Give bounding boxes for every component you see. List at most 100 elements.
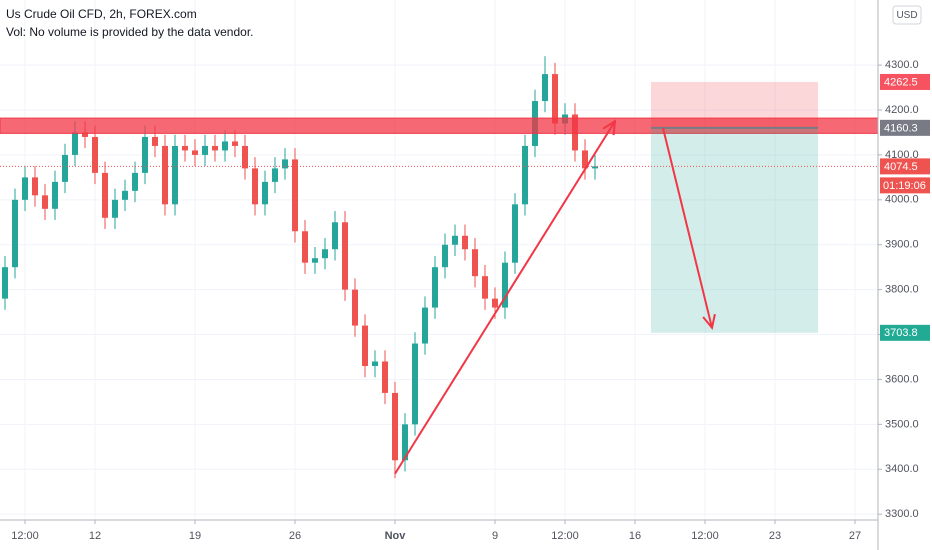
trendline-arrowhead bbox=[602, 119, 617, 136]
candle-body bbox=[492, 298, 498, 308]
candle-body bbox=[62, 154, 68, 182]
candle-body bbox=[422, 307, 428, 344]
candle-body bbox=[32, 177, 38, 196]
x-tick-label: 16 bbox=[629, 530, 641, 542]
candle-body bbox=[482, 276, 488, 299]
overlay bbox=[0, 81, 879, 475]
candle-body bbox=[412, 343, 418, 425]
y-tick-label: 4100.0 bbox=[885, 149, 919, 161]
candle-body bbox=[282, 159, 288, 169]
candle-body bbox=[52, 181, 58, 209]
x-tick-label: 12:00 bbox=[691, 530, 719, 542]
candle-body bbox=[312, 258, 318, 263]
currency-badge[interactable] bbox=[892, 5, 922, 25]
countdown-label: 01:19:06 bbox=[883, 180, 926, 192]
last-price-label: 4074.5 bbox=[884, 161, 918, 173]
candle-body bbox=[402, 424, 408, 461]
candle-body bbox=[142, 136, 148, 173]
candle-body bbox=[222, 141, 228, 151]
candle-body bbox=[372, 361, 378, 366]
stop-label: 4262.5 bbox=[884, 76, 918, 88]
candle-body bbox=[462, 235, 468, 250]
candle-body bbox=[292, 159, 298, 232]
candle-body bbox=[512, 204, 518, 263]
x-tick-label: 9 bbox=[492, 530, 498, 542]
candle-body bbox=[42, 195, 48, 209]
target-arrow bbox=[662, 127, 713, 329]
candle-body bbox=[272, 168, 278, 182]
x-tick-label: 12 bbox=[89, 530, 101, 542]
last-price-label-bg bbox=[880, 158, 930, 175]
target-zone bbox=[651, 127, 818, 333]
marks bbox=[2, 56, 598, 479]
candle-body bbox=[132, 172, 138, 191]
candle-body bbox=[302, 231, 308, 263]
candle-body bbox=[382, 361, 388, 393]
candle-body bbox=[592, 166, 598, 169]
stop-label-bg bbox=[880, 73, 930, 90]
y-tick-label: 3500.0 bbox=[885, 418, 919, 430]
candle-body bbox=[582, 150, 588, 169]
countdown-bg bbox=[880, 177, 930, 194]
candle-body bbox=[442, 244, 448, 268]
candle-body bbox=[452, 235, 458, 245]
y-tick-label: 3400.0 bbox=[885, 463, 919, 475]
candle-body bbox=[262, 181, 268, 205]
target-arrowhead bbox=[702, 313, 716, 331]
candle-body bbox=[172, 145, 178, 205]
candle-body bbox=[22, 177, 28, 200]
y-tick-label: 4000.0 bbox=[885, 194, 919, 206]
axes: 3300.03400.03500.03600.03700.03800.03900… bbox=[11, 59, 930, 542]
candle-body bbox=[362, 325, 368, 366]
candle-body bbox=[192, 150, 198, 155]
x-tick-label: 26 bbox=[289, 530, 301, 542]
candle-body bbox=[12, 199, 18, 268]
candle-body bbox=[392, 392, 398, 461]
chart-subtitle: Vol: No volume is provided by the data v… bbox=[6, 25, 253, 39]
candle-body bbox=[82, 132, 88, 137]
chart-title: Us Crude Oil CFD, 2h, FOREX.com bbox=[6, 7, 197, 21]
trendline bbox=[394, 120, 616, 475]
candle-body bbox=[72, 132, 78, 155]
target-label-bg bbox=[880, 324, 930, 341]
candle-body bbox=[322, 249, 328, 259]
candle-body bbox=[542, 74, 548, 102]
y-tick-label: 3800.0 bbox=[885, 284, 919, 296]
entry-label: 4160.3 bbox=[884, 122, 918, 134]
y-tick-label: 3600.0 bbox=[885, 373, 919, 385]
candle-body bbox=[112, 199, 118, 218]
x-tick-label: 12:00 bbox=[551, 530, 579, 542]
candle-body bbox=[472, 249, 478, 277]
y-tick-label: 4300.0 bbox=[885, 59, 919, 71]
candle-body bbox=[352, 289, 358, 326]
candle-body bbox=[202, 145, 208, 155]
x-tick-label: 19 bbox=[189, 530, 201, 542]
y-tick-label: 4200.0 bbox=[885, 104, 919, 116]
stop-zone bbox=[651, 81, 818, 128]
candle-body bbox=[122, 190, 128, 200]
candle-body bbox=[232, 141, 238, 146]
entry-label-bg bbox=[880, 119, 930, 136]
target-label: 3703.8 bbox=[884, 327, 918, 339]
candle-body bbox=[502, 262, 508, 308]
candle-body bbox=[432, 267, 438, 308]
x-tick-label: Nov bbox=[385, 530, 407, 542]
candle-body bbox=[152, 136, 158, 146]
candle-body bbox=[2, 267, 8, 299]
candle-body bbox=[182, 145, 188, 151]
x-tick-label: 27 bbox=[849, 530, 861, 542]
candle-body bbox=[162, 145, 168, 205]
candle-body bbox=[552, 74, 558, 124]
x-tick-label: 12:00 bbox=[11, 530, 39, 542]
candle-body bbox=[212, 145, 218, 151]
candle-body bbox=[252, 168, 258, 205]
x-tick-label: 23 bbox=[769, 530, 781, 542]
y-tick-label: 3900.0 bbox=[885, 239, 919, 251]
candle-body bbox=[92, 136, 98, 173]
y-tick-label: 3300.0 bbox=[885, 508, 919, 520]
candle-body bbox=[342, 222, 348, 290]
currency-label[interactable]: USD bbox=[896, 10, 917, 21]
candle-body bbox=[242, 145, 248, 169]
